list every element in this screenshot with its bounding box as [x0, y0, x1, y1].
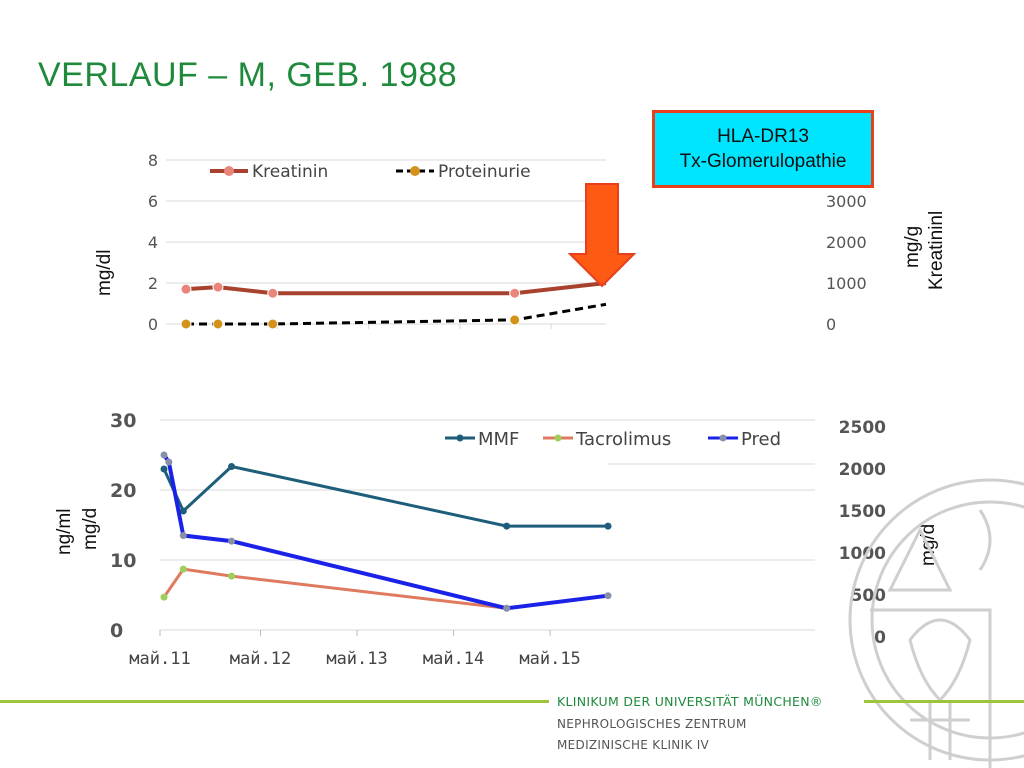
y-tick-right-bottom-5: 2500 [839, 418, 886, 438]
y-axis-label-right-top-1: mg/g [902, 226, 923, 268]
x-tick-label-1: май.12 [230, 649, 291, 669]
y-tick-right-top-2: 2000 [826, 233, 867, 252]
point-tacrolimus-2 [228, 572, 236, 580]
legend-label-kreatinin: Kreatinin [252, 162, 328, 182]
y-tick-right-bottom-0: 0 [874, 628, 886, 648]
y-axis-label-left-bottom-2: mg/d [80, 508, 101, 550]
y-tick-right-top-0: 0 [826, 315, 836, 334]
y-tick-left-top-4: 8 [148, 151, 158, 170]
point-pred-0 [160, 451, 168, 459]
point-mmf-3 [503, 522, 511, 530]
legend-marker-kreatinin [224, 166, 234, 176]
x-tick-label-4: май.15 [519, 649, 580, 669]
y-tick-left-bottom-2: 20 [110, 480, 136, 502]
y-axis-label-left-top: mg/dl [94, 250, 115, 296]
chart-kreatinin-proteinurie: 0 2 4 6 8 0 1000 2000 3000 mg/dl mg/g Kreatininl Kre… [94, 151, 947, 334]
footer-department-2: MEDIZINISCHE KLINIK IV [557, 738, 710, 752]
point-kreatinin-1 [212, 281, 224, 293]
footer-institution: KLINIKUM DER UNIVERSITÄT MÜNCHEN® [557, 694, 823, 709]
y-tick-right-bottom-3: 1500 [839, 502, 886, 522]
y-tick-left-top-0: 0 [148, 315, 158, 334]
point-pred-1 [165, 458, 173, 466]
y-tick-right-bottom-2: 1000 [839, 544, 886, 564]
footer-department-1: NEPHROLOGISCHES ZENTRUM [557, 717, 747, 731]
point-proteinurie-3 [509, 314, 521, 326]
callout-line-1: HLA-DR13 [717, 126, 809, 147]
legend-marker-mmf [456, 434, 464, 442]
point-proteinurie-2 [267, 318, 279, 330]
annotation-arrow-icon [567, 183, 637, 288]
point-mmf-4 [604, 522, 612, 530]
point-pred-2 [179, 532, 187, 539]
y-tick-left-top-3: 6 [148, 192, 158, 211]
point-kreatinin-3 [509, 287, 521, 299]
series-line-tacrolimus [162, 567, 507, 610]
point-proteinurie-0 [180, 318, 192, 330]
y-tick-right-top-3: 3000 [826, 192, 867, 211]
point-tacrolimus-0 [160, 593, 168, 601]
diagnosis-callout: HLA-DR13 Tx-Glomerulopathie [652, 110, 874, 188]
university-seal-icon [848, 478, 1024, 768]
y-tick-left-bottom-3: 30 [110, 410, 136, 432]
point-kreatinin-2 [267, 287, 279, 299]
footer-line-left [0, 700, 549, 703]
y-axis-label-left-bottom-1: ng/ml [54, 509, 75, 555]
legend-marker-proteinurie [410, 166, 420, 176]
y-tick-left-top-2: 4 [148, 233, 158, 252]
y-tick-right-bottom-4: 2000 [839, 460, 886, 480]
point-pred-3 [228, 537, 236, 545]
point-tacrolimus-1 [179, 565, 187, 573]
series-line-mmf [162, 464, 608, 528]
point-kreatinin-0 [180, 283, 192, 295]
point-pred-5 [604, 592, 612, 600]
x-tick-label-0: май.11 [129, 649, 190, 669]
legend-label-mmf: MMF [478, 429, 519, 450]
point-mmf-0 [160, 465, 168, 473]
legend-label-tacrolimus: Tacrolimus [575, 429, 671, 450]
legend-label-proteinurie: Proteinurie [438, 162, 531, 182]
point-mmf-1 [179, 507, 187, 515]
point-proteinurie-1 [212, 318, 224, 330]
callout-line-2: Tx-Glomerulopathie [679, 151, 847, 172]
y-tick-left-top-1: 2 [148, 274, 158, 293]
point-mmf-2 [228, 462, 236, 470]
slide-title: VERLAUF – M, GEB. 1988 [38, 56, 458, 94]
y-tick-right-top-1: 1000 [826, 274, 867, 293]
footer-line-right [864, 700, 1024, 703]
x-tick-label-3: май.14 [423, 649, 484, 669]
legend-marker-pred [719, 434, 727, 442]
legend-label-pred: Pred [741, 429, 781, 450]
y-tick-right-bottom-1: 500 [851, 586, 887, 606]
y-tick-left-bottom-0: 0 [110, 620, 123, 642]
legend-marker-tacrolimus [554, 434, 562, 442]
series-line-pred [162, 453, 609, 611]
point-pred-4 [503, 604, 511, 612]
y-tick-left-bottom-1: 10 [110, 550, 136, 572]
y-axis-label-right-top-2: Kreatininl [926, 211, 947, 290]
x-tick-label-2: май.13 [326, 649, 387, 669]
